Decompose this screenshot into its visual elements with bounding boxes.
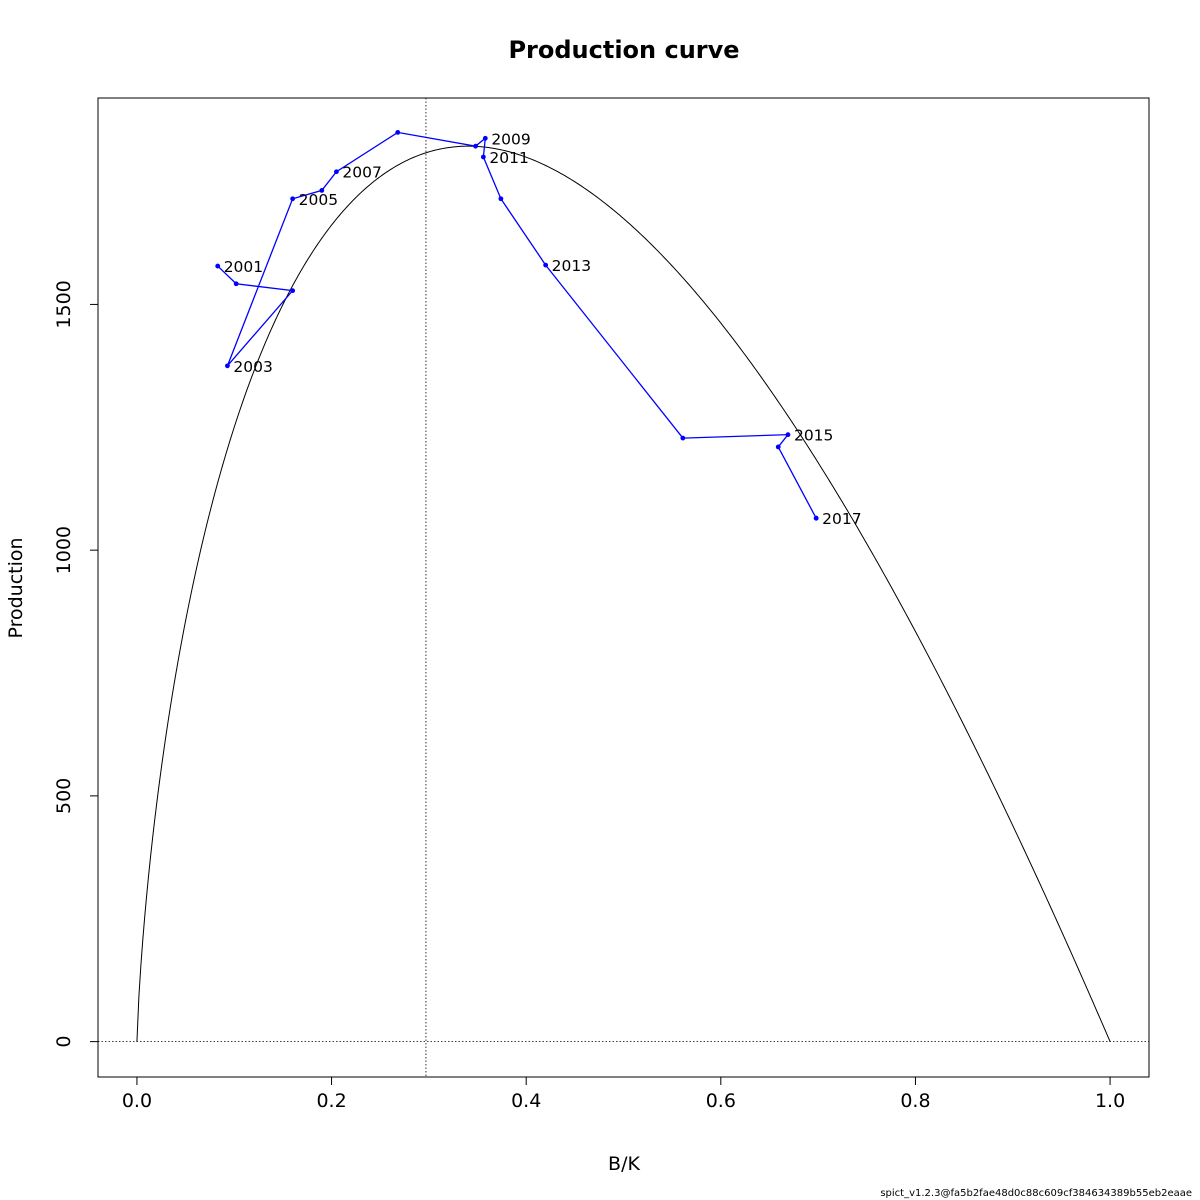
year-label: 2011 [489, 149, 528, 167]
y-tick-label: 500 [53, 778, 75, 814]
year-label: 2007 [342, 164, 381, 182]
trajectory-point [813, 515, 819, 521]
year-label: 2003 [233, 358, 272, 376]
y-axis-label: Production [5, 537, 27, 638]
x-tick-label: 0.0 [122, 1090, 152, 1112]
trajectory-point [334, 169, 339, 175]
trajectory-point [480, 154, 486, 160]
x-tick-label: 0.6 [706, 1090, 736, 1112]
trajectory-point [482, 135, 488, 141]
y-tick-label: 1000 [53, 526, 75, 574]
trajectory-point [775, 444, 781, 450]
x-tick-label: 1.0 [1095, 1090, 1125, 1112]
trajectory-point [473, 143, 478, 149]
chart-title: Production curve [508, 36, 739, 64]
year-label: 2005 [299, 191, 338, 209]
trajectory-point [290, 288, 296, 294]
x-axis-label: B/K [608, 1153, 640, 1175]
year-label: 2017 [822, 510, 861, 528]
trajectory-point [498, 196, 504, 202]
year-label: 2015 [794, 427, 833, 445]
x-tick-label: 0.2 [316, 1090, 346, 1112]
year-label: 2009 [491, 130, 530, 148]
theoretical-production-curve [136, 145, 1111, 1042]
trajectory-point [680, 435, 686, 441]
plot-frame [97, 97, 1150, 1078]
year-label: 2013 [552, 257, 591, 275]
x-tick-label: 0.8 [900, 1090, 930, 1112]
trajectory-point [290, 196, 296, 202]
y-tick-label: 0 [53, 1036, 75, 1048]
trajectory-point [225, 363, 230, 369]
x-tick-label: 0.4 [511, 1090, 541, 1112]
trajectory-point [785, 432, 791, 438]
trajectory-point [233, 281, 239, 287]
year-label: 2001 [224, 258, 263, 276]
trajectory-point [543, 262, 549, 268]
y-tick-label: 1500 [53, 280, 75, 328]
trajectory-point [215, 263, 221, 269]
trajectory-point [319, 187, 325, 193]
trajectory-point [395, 130, 401, 135]
footer-version: spict_v1.2.3@fa5b2fae48d0c88c609cf384634… [880, 1188, 1192, 1199]
